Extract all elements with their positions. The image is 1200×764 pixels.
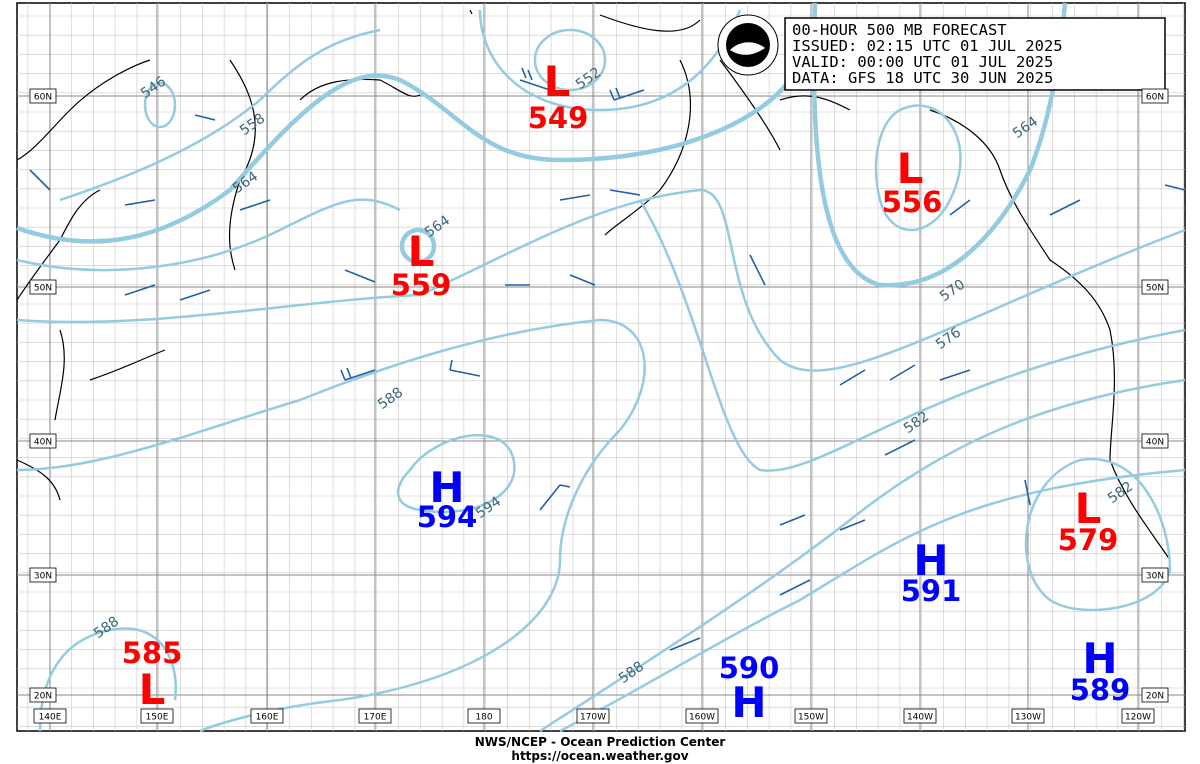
lat-label-box xyxy=(1141,88,1169,104)
noaa-logo xyxy=(717,14,779,76)
lat-label-box xyxy=(29,279,57,295)
header-line: 00-HOUR 500 MB FORECAST xyxy=(792,21,1007,39)
wind-barbs xyxy=(29,67,1186,651)
lat-label-box xyxy=(29,687,57,703)
lon-label: 120W xyxy=(1125,713,1151,723)
map-frame xyxy=(16,2,1186,732)
lon-label-box xyxy=(685,708,719,724)
lon-label-box xyxy=(576,708,610,724)
pressure-center-letter: L xyxy=(544,57,571,106)
lon-label-box xyxy=(33,708,67,724)
pressure-center-value: 556 xyxy=(882,185,943,219)
footer-line: NWS/NCEP - Ocean Prediction Center xyxy=(475,735,726,749)
lat-label: 30N xyxy=(1146,572,1164,582)
lon-label: 150E xyxy=(146,713,169,723)
pressure-center-letter: L xyxy=(1075,484,1102,533)
pressure-center-value: 590 xyxy=(719,651,780,685)
lon-label-box xyxy=(467,708,501,724)
pressure-center-letter: H xyxy=(1082,634,1117,683)
pressure-center-value: 591 xyxy=(901,574,962,608)
lon-label-box xyxy=(250,708,284,724)
lat-label-box xyxy=(29,88,57,104)
lat-label-box xyxy=(1141,567,1169,583)
lon-label-box xyxy=(358,708,392,724)
pressure-center-letter: L xyxy=(408,227,435,276)
lon-label-box xyxy=(794,708,828,724)
lon-label-box xyxy=(1011,708,1045,724)
lon-label: 180 xyxy=(475,713,492,723)
lon-label: 140W xyxy=(907,713,933,723)
pressure-center-value: 549 xyxy=(528,101,589,135)
pressure-center-letter: H xyxy=(429,463,464,512)
footer-line: https://ocean.weather.gov xyxy=(511,749,688,763)
pressure-center-value: 559 xyxy=(391,268,452,302)
lat-label-box xyxy=(29,433,57,449)
lon-label: 170W xyxy=(580,713,606,723)
pressure-center-letter: H xyxy=(913,536,948,585)
lon-label: 170E xyxy=(364,713,387,723)
pressure-center-letter: H xyxy=(731,678,766,727)
lat-label-box xyxy=(1141,279,1169,295)
header-line: DATA: GFS 18 UTC 30 JUN 2025 xyxy=(792,69,1053,87)
pressure-center-value: 594 xyxy=(417,500,478,534)
lon-label: 150W xyxy=(798,713,824,723)
lon-label: 140E xyxy=(39,713,62,723)
lat-label-box xyxy=(1141,433,1169,449)
lat-label: 50N xyxy=(1146,284,1164,294)
lat-label: 60N xyxy=(1146,93,1164,103)
pressure-center-value: 585 xyxy=(122,636,183,670)
lon-label: 130W xyxy=(1015,713,1041,723)
header-line: ISSUED: 02:15 UTC 01 JUL 2025 xyxy=(792,37,1063,55)
lat-label: 40N xyxy=(1146,438,1164,448)
lon-label-box xyxy=(140,708,174,724)
lat-label: 20N xyxy=(34,692,52,702)
lon-label-box xyxy=(903,708,937,724)
lat-label-box xyxy=(29,567,57,583)
header-line: VALID: 00:00 UTC 01 JUL 2025 xyxy=(792,53,1053,71)
lat-label-box xyxy=(1141,687,1169,703)
pressure-center-letter: L xyxy=(139,665,166,714)
lat-label: 30N xyxy=(34,572,52,582)
lon-label: 160W xyxy=(689,713,715,723)
lat-label: 50N xyxy=(34,284,52,294)
lon-label: 160E xyxy=(256,713,279,723)
lat-label: 20N xyxy=(1146,692,1164,702)
lat-label: 40N xyxy=(34,438,52,448)
pressure-center-value: 579 xyxy=(1058,523,1119,557)
lat-label: 60N xyxy=(34,93,52,103)
pressure-center-letter: L xyxy=(897,144,924,193)
pressure-center-value: 589 xyxy=(1070,673,1131,707)
lon-label-box xyxy=(1121,708,1155,724)
header-box xyxy=(784,17,1166,91)
